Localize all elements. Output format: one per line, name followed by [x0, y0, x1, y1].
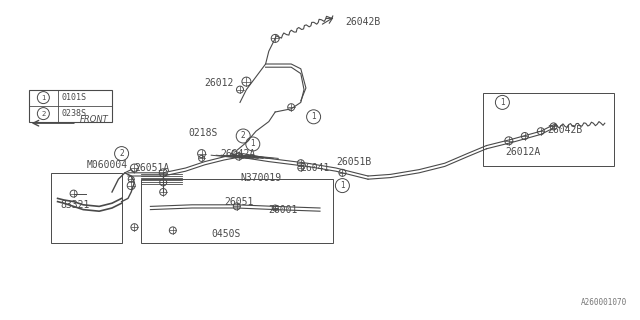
Text: 26042A: 26042A — [221, 148, 256, 159]
Text: 83321: 83321 — [61, 200, 90, 210]
Text: 26051A: 26051A — [134, 163, 170, 173]
Text: 1: 1 — [250, 140, 255, 148]
Text: 1: 1 — [500, 98, 505, 107]
Text: 2: 2 — [41, 111, 45, 116]
Text: 26051B: 26051B — [336, 156, 371, 167]
Text: 0450S: 0450S — [211, 228, 241, 239]
Text: 2: 2 — [241, 132, 246, 140]
Text: N370019: N370019 — [240, 172, 281, 183]
Bar — [141, 179, 333, 243]
Bar — [483, 93, 614, 166]
Text: 1: 1 — [311, 112, 316, 121]
Text: 26042B: 26042B — [547, 124, 582, 135]
Bar — [29, 90, 112, 122]
Text: 26001: 26001 — [269, 204, 298, 215]
Text: 26042B: 26042B — [346, 17, 381, 28]
Bar — [51, 173, 122, 243]
Text: FRONT: FRONT — [80, 116, 109, 124]
Text: M060004: M060004 — [86, 160, 127, 170]
Text: 0238S: 0238S — [62, 109, 87, 118]
Text: 1: 1 — [41, 95, 45, 100]
Text: A260001070: A260001070 — [581, 298, 627, 307]
Text: 0101S: 0101S — [62, 93, 87, 102]
Text: 26012: 26012 — [204, 78, 234, 88]
Text: 0218S: 0218S — [189, 128, 218, 138]
Text: 26012A: 26012A — [506, 147, 541, 157]
Text: 26041: 26041 — [301, 163, 330, 173]
Text: 1: 1 — [340, 181, 345, 190]
Text: 26051: 26051 — [224, 196, 253, 207]
Text: 2: 2 — [119, 149, 124, 158]
